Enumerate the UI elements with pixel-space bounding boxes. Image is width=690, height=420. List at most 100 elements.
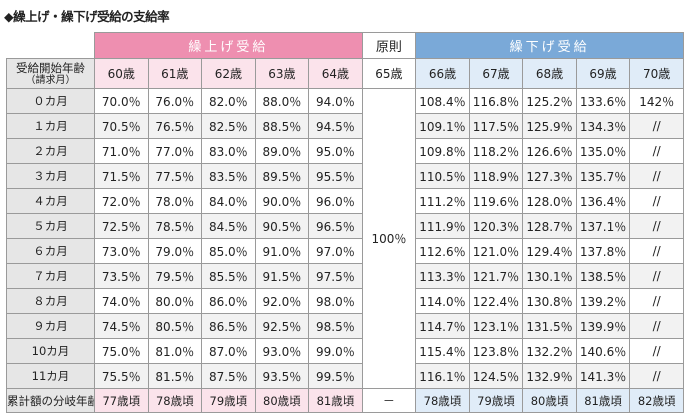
table-row: ０カ月 70.0％ 76.0％ 82.0％ 88.0％ 94.0％ 100％ 108.4％ 11… bbox=[6, 88, 684, 389]
early-rate-cell: 71.5％ bbox=[94, 163, 149, 189]
early-rate-cell: 77.5％ bbox=[147, 163, 203, 189]
early-rate-cell: 82.0％ bbox=[201, 88, 256, 114]
deferred-rate-cell: 117.5％ bbox=[468, 113, 524, 139]
table-row: ５カ月 72.5％ 78.5％ 84.5％ 90.5％ 96.5％ 111.9％ 120.3％… bbox=[6, 213, 684, 239]
group-header-row: 繰上げ受給 原則 繰下げ受給 bbox=[6, 32, 684, 59]
breakeven-age-cell: 80歳頃 bbox=[254, 388, 310, 413]
deferred-rate-cell: // bbox=[629, 338, 684, 364]
deferred-rate-cell: // bbox=[629, 363, 684, 389]
deferred-rate-cell: 128.7％ bbox=[522, 213, 577, 239]
deferred-rate-cell: 137.8％ bbox=[575, 238, 631, 264]
early-rate-cell: 87.0％ bbox=[201, 338, 256, 364]
early-rate-cell: 89.0％ bbox=[254, 138, 310, 164]
start-age-label: 受給開始年齢 bbox=[16, 60, 85, 75]
deferred-rate-cell: 118.2％ bbox=[468, 138, 524, 164]
deferred-rate-cell: 108.4％ bbox=[415, 88, 470, 114]
age-header: 67歳 bbox=[468, 58, 524, 89]
pension-rate-table: 繰上げ受給 原則 繰下げ受給 受給開始年齢 （請求月） 60歳 61歳 62歳 63歳… bbox=[6, 32, 684, 413]
table-row: ７カ月 73.5％ 79.5％ 85.5％ 91.5％ 97.5％ 113.3％ 121.7％… bbox=[6, 263, 684, 289]
deferred-rate-cell: 109.1％ bbox=[415, 113, 470, 139]
deferred-rate-cell: // bbox=[629, 263, 684, 289]
standard-header: 原則 bbox=[361, 32, 417, 59]
early-rate-cell: 73.0％ bbox=[94, 238, 149, 264]
early-rate-cell: 96.5％ bbox=[308, 213, 363, 239]
claim-month-label: （請求月） bbox=[25, 74, 76, 86]
age-header: 63歳 bbox=[254, 58, 310, 89]
breakeven-age-cell: 79歳頃 bbox=[468, 388, 524, 413]
deferred-rate-cell: 115.4％ bbox=[415, 338, 470, 364]
early-rate-cell: 97.5％ bbox=[308, 263, 363, 289]
early-rate-cell: 71.0％ bbox=[94, 138, 149, 164]
early-rate-cell: 72.0％ bbox=[94, 188, 149, 214]
age-header: 70歳 bbox=[629, 58, 684, 89]
deferred-claim-header: 繰下げ受給 bbox=[415, 32, 684, 59]
deferred-rate-cell: 112.6％ bbox=[415, 238, 470, 264]
breakeven-age-cell: 78歳頃 bbox=[147, 388, 203, 413]
deferred-rate-cell: 127.3％ bbox=[522, 163, 577, 189]
deferred-rate-cell: 114.7％ bbox=[415, 313, 470, 339]
deferred-rate-cell: 132.2％ bbox=[522, 338, 577, 364]
table-row: ６カ月 73.0％ 79.0％ 85.0％ 91.0％ 97.0％ 112.6％ 121.0％… bbox=[6, 238, 684, 264]
early-rate-cell: 91.5％ bbox=[254, 263, 310, 289]
breakeven-age-cell: 79歳頃 bbox=[201, 388, 256, 413]
early-rate-cell: 82.5％ bbox=[201, 113, 256, 139]
deferred-rate-cell: 129.4％ bbox=[522, 238, 577, 264]
table-row: ３カ月 71.5％ 77.5％ 83.5％ 89.5％ 95.5％ 110.5％ 118.9％… bbox=[6, 163, 684, 189]
early-rate-cell: 98.5％ bbox=[308, 313, 363, 339]
early-rate-cell: 87.5％ bbox=[201, 363, 256, 389]
deferred-rate-cell: 139.9％ bbox=[575, 313, 631, 339]
early-rate-cell: 90.5％ bbox=[254, 213, 310, 239]
early-rate-cell: 84.5％ bbox=[201, 213, 256, 239]
month-label: ３カ月 bbox=[6, 163, 95, 189]
deferred-rate-cell: 125.2％ bbox=[522, 88, 577, 114]
early-rate-cell: 79.5％ bbox=[147, 263, 203, 289]
early-rate-cell: 73.5％ bbox=[94, 263, 149, 289]
early-rate-cell: 79.0％ bbox=[147, 238, 203, 264]
deferred-rate-cell: 135.7％ bbox=[575, 163, 631, 189]
early-rate-cell: 78.5％ bbox=[147, 213, 203, 239]
early-rate-cell: 86.0％ bbox=[201, 288, 256, 314]
deferred-rate-cell: 118.9％ bbox=[468, 163, 524, 189]
early-rate-cell: 89.5％ bbox=[254, 163, 310, 189]
breakeven-age-cell: 78歳頃 bbox=[415, 388, 470, 413]
deferred-rate-cell: 111.2％ bbox=[415, 188, 470, 214]
deferred-rate-cell: 121.0％ bbox=[468, 238, 524, 264]
breakeven-age-label: 累計額の分岐年齢 bbox=[6, 388, 95, 413]
age-header: 68歳 bbox=[522, 58, 577, 89]
deferred-rate-cell: 111.9％ bbox=[415, 213, 470, 239]
early-rate-cell: 72.5％ bbox=[94, 213, 149, 239]
early-rate-cell: 76.0％ bbox=[147, 88, 203, 114]
early-rate-cell: 85.5％ bbox=[201, 263, 256, 289]
month-label: ２カ月 bbox=[6, 138, 95, 164]
table-title: ◆繰上げ・繰下げ受給の支給率 bbox=[4, 9, 170, 24]
early-rate-cell: 76.5％ bbox=[147, 113, 203, 139]
early-rate-cell: 85.0％ bbox=[201, 238, 256, 264]
deferred-rate-cell: 128.0％ bbox=[522, 188, 577, 214]
table-row: 10カ月 75.0％ 81.0％ 87.0％ 93.0％ 99.0％ 115.4％ 123.8… bbox=[6, 338, 684, 364]
month-label: ０カ月 bbox=[6, 88, 95, 114]
early-rate-cell: 78.0％ bbox=[147, 188, 203, 214]
early-rate-cell: 95.5％ bbox=[308, 163, 363, 189]
early-rate-cell: 80.0％ bbox=[147, 288, 203, 314]
early-rate-cell: 93.5％ bbox=[254, 363, 310, 389]
early-rate-cell: 91.0％ bbox=[254, 238, 310, 264]
deferred-rate-cell: 126.6％ bbox=[522, 138, 577, 164]
month-label: 10カ月 bbox=[6, 338, 95, 364]
early-rate-cell: 99.5％ bbox=[308, 363, 363, 389]
deferred-rate-cell: 123.1％ bbox=[468, 313, 524, 339]
early-rate-cell: 90.0％ bbox=[254, 188, 310, 214]
deferred-rate-cell: 125.9％ bbox=[522, 113, 577, 139]
month-label: ６カ月 bbox=[6, 238, 95, 264]
deferred-rate-cell: // bbox=[629, 138, 684, 164]
age-header: 69歳 bbox=[575, 58, 631, 89]
deferred-rate-cell: 119.6％ bbox=[468, 188, 524, 214]
rate-rows: ０カ月 70.0％ 76.0％ 82.0％ 88.0％ 94.0％ 100％ 108.4％ 11… bbox=[6, 88, 684, 389]
breakeven-age-cell: 81歳頃 bbox=[575, 388, 631, 413]
deferred-rate-cell: 135.0％ bbox=[575, 138, 631, 164]
early-rate-cell: 86.5％ bbox=[201, 313, 256, 339]
deferred-rate-cell: 142％ bbox=[629, 88, 684, 114]
deferred-rate-cell: 110.5％ bbox=[415, 163, 470, 189]
month-label: ５カ月 bbox=[6, 213, 95, 239]
early-claim-header: 繰上げ受給 bbox=[94, 32, 363, 59]
deferred-rate-cell: // bbox=[629, 238, 684, 264]
